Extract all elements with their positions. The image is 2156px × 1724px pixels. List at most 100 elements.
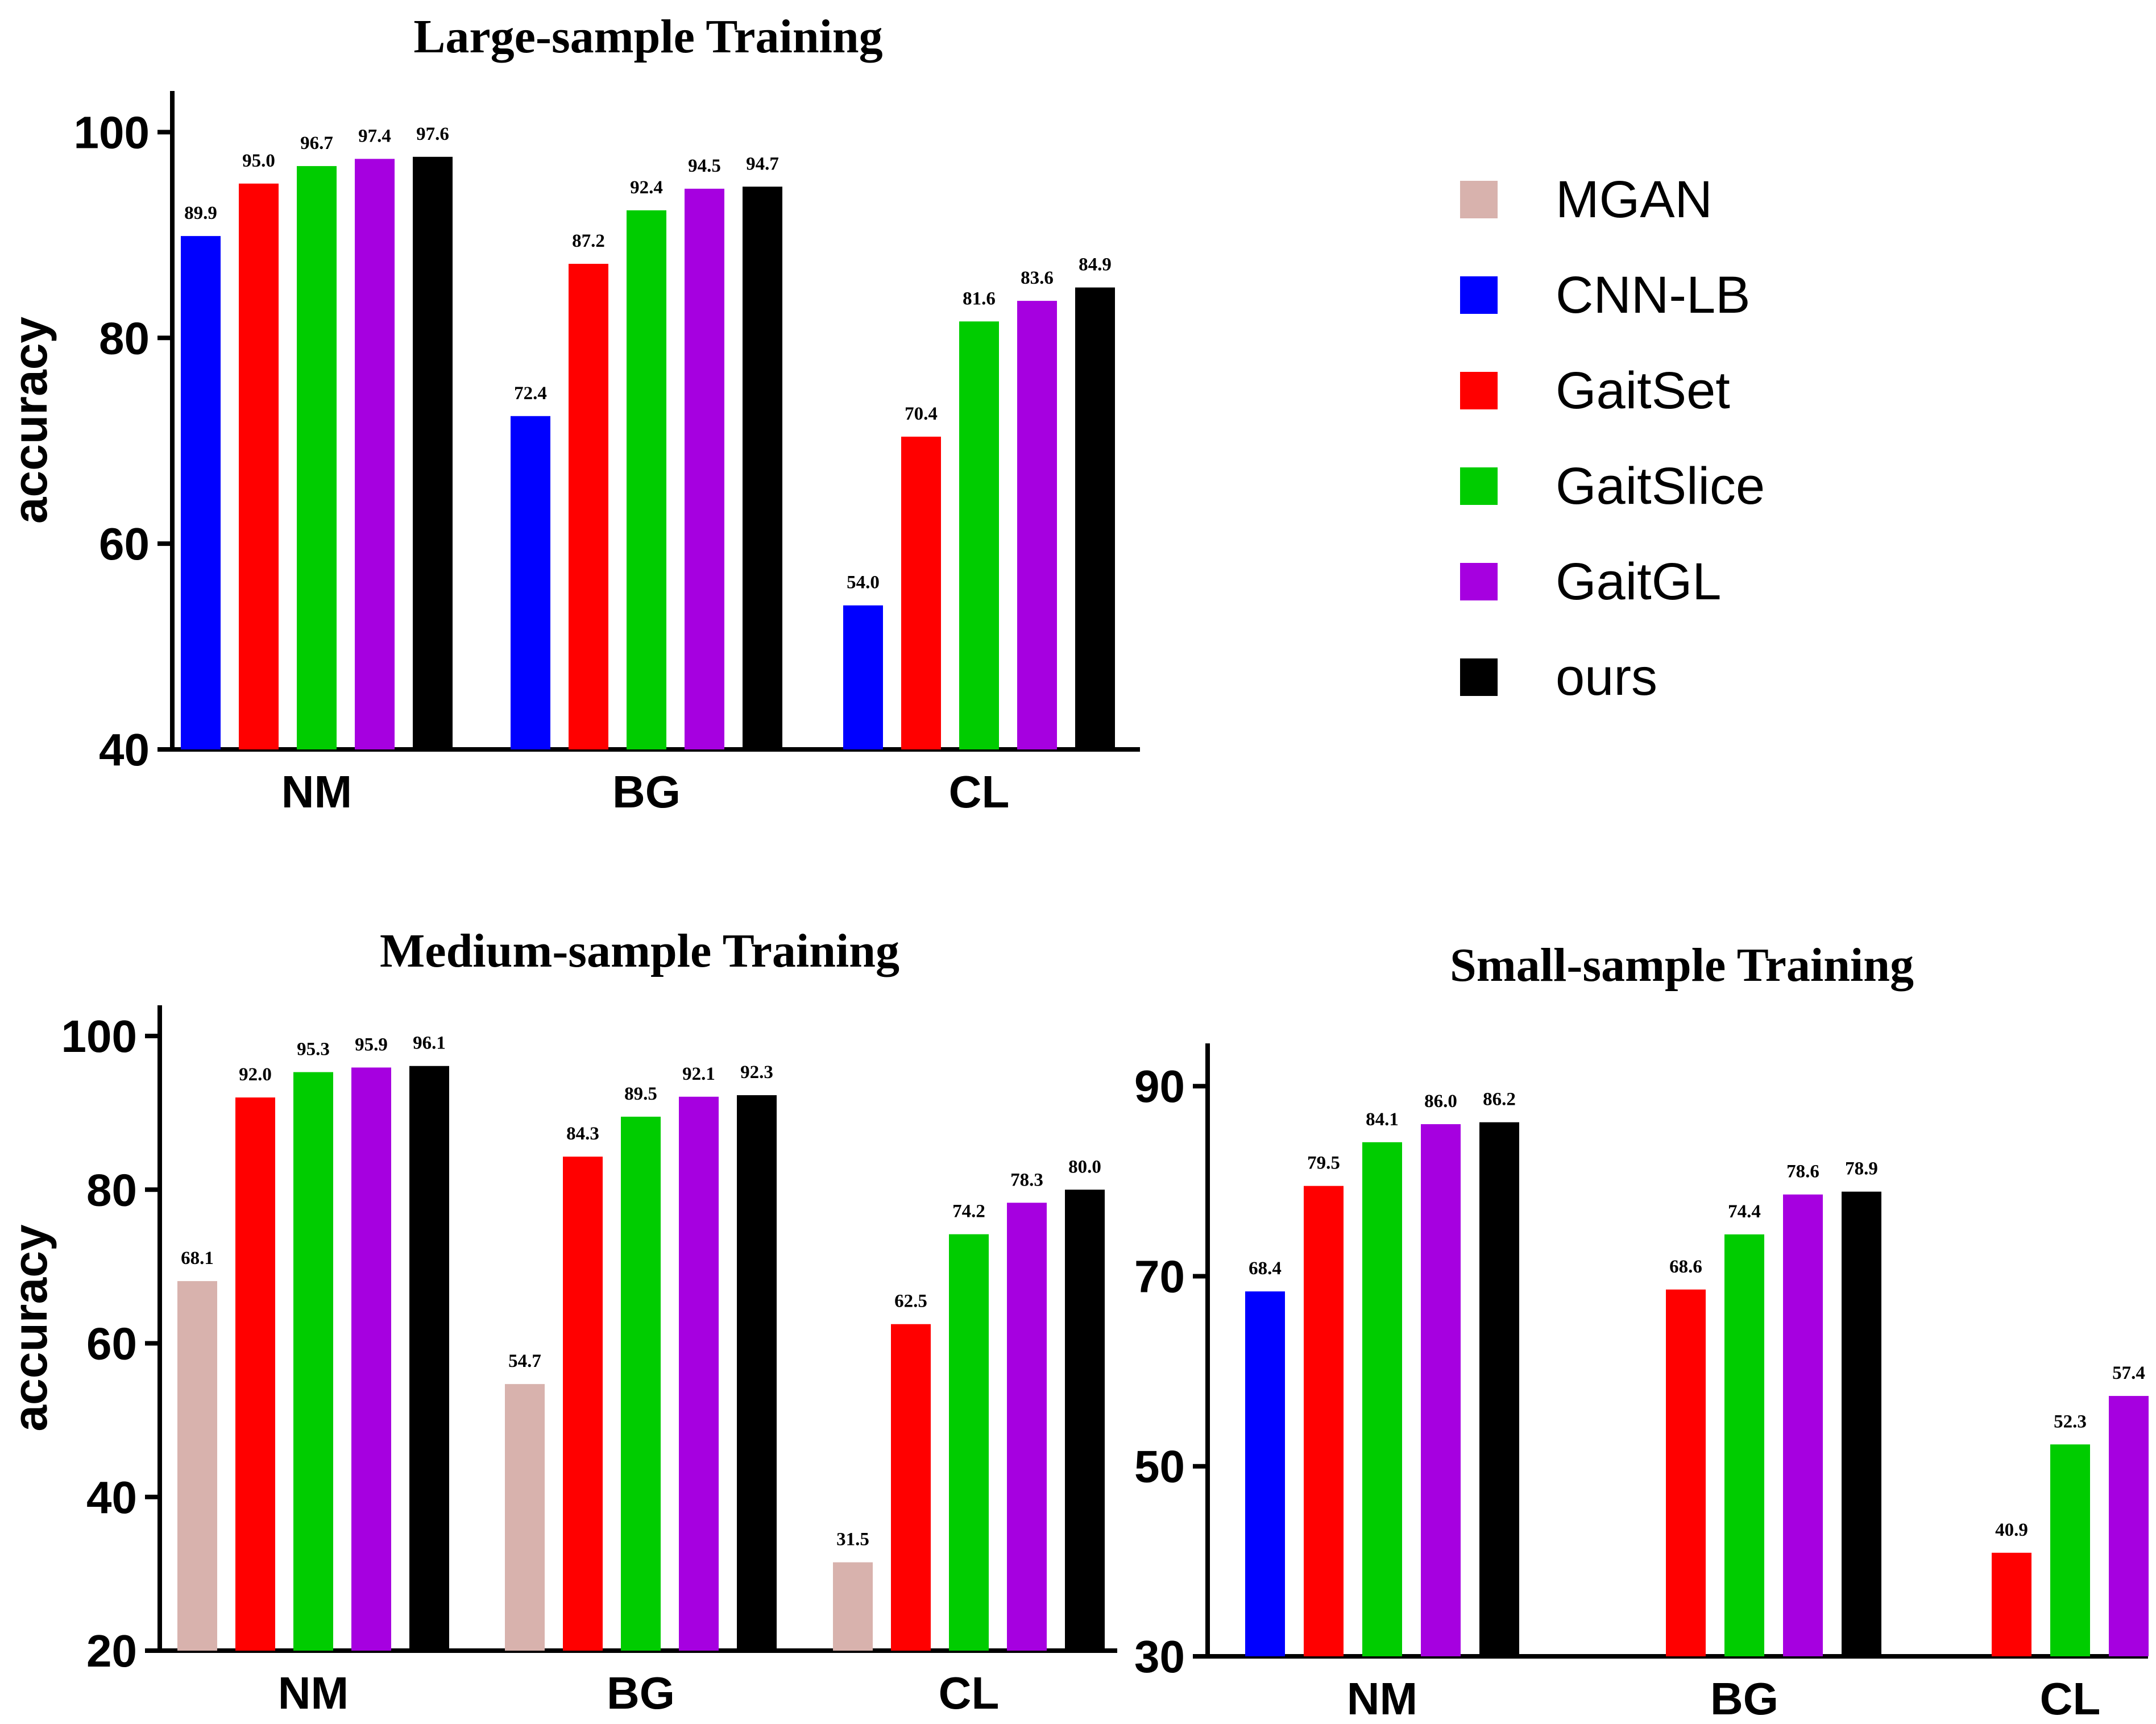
chart-small-sample: Small-sample Training 30 50 70 90 NM 68.4 79.5 8… <box>1134 939 2149 1724</box>
bar-ours-nm <box>409 1066 449 1651</box>
legend-label: CNN-LB <box>1556 266 1750 324</box>
bar-mgan-nm <box>177 1281 217 1651</box>
data-label: 68.1 <box>181 1248 214 1269</box>
category-label: BG <box>607 1668 675 1718</box>
data-label: 86.0 <box>1424 1091 1457 1112</box>
y-axis-label: accuracy <box>3 317 57 524</box>
data-label: 95.9 <box>355 1034 388 1055</box>
chart-title: Large-sample Training <box>413 10 882 63</box>
legend-label: ours <box>1556 648 1657 706</box>
bar-gaitgl-bg <box>1783 1194 1823 1656</box>
y-tick-label: 100 <box>61 1011 137 1062</box>
data-label: 72.4 <box>514 383 547 404</box>
bar-gaitset-bg <box>563 1157 603 1651</box>
bar-gaitset-cl <box>1992 1552 2031 1656</box>
data-label: 92.1 <box>682 1064 715 1084</box>
data-label: 84.9 <box>1079 255 1112 275</box>
bar-cnn-lb-bg <box>511 416 550 749</box>
data-label: 94.7 <box>746 154 779 174</box>
data-label: 78.9 <box>1845 1159 1878 1179</box>
bar-ours-bg <box>743 187 782 750</box>
category-label: BG <box>612 766 681 817</box>
bar-ours-nm <box>1479 1122 1519 1656</box>
chart-title: Medium-sample Training <box>380 925 899 977</box>
bar-gaitgl-bg <box>679 1096 719 1651</box>
data-label: 74.2 <box>952 1201 985 1222</box>
category-label: BG <box>1710 1673 1778 1724</box>
data-label: 79.5 <box>1307 1153 1340 1174</box>
data-label: 95.3 <box>297 1039 330 1060</box>
bar-gaitgl-cl <box>2109 1396 2149 1656</box>
bar-gaitset-bg <box>569 263 608 750</box>
category-label: NM <box>278 1668 349 1718</box>
legend-swatch-gaitset <box>1460 372 1498 409</box>
data-label: 84.1 <box>1366 1109 1399 1130</box>
data-label: 78.3 <box>1010 1170 1043 1190</box>
data-label: 40.9 <box>1995 1520 2028 1540</box>
bar-mgan-bg <box>505 1384 545 1651</box>
data-label: 70.4 <box>905 404 938 424</box>
legend-swatch-ours <box>1460 658 1498 696</box>
data-label: 89.5 <box>624 1084 657 1104</box>
data-label: 31.5 <box>836 1530 869 1550</box>
data-label: 92.3 <box>740 1062 773 1083</box>
bar-gaitslice-cl <box>2050 1444 2090 1656</box>
y-tick-label: 80 <box>86 1164 137 1215</box>
data-label: 80.0 <box>1068 1157 1101 1177</box>
legend-label: GaitGL <box>1556 553 1721 611</box>
data-label: 84.3 <box>566 1124 599 1144</box>
bar-gaitset-cl <box>891 1324 931 1651</box>
bar-cnn-lb-nm <box>1245 1291 1285 1656</box>
y-tick-label: 20 <box>86 1626 137 1676</box>
bar-gaitgl-nm <box>355 159 395 750</box>
data-label: 94.5 <box>688 156 721 176</box>
category-label: CL <box>939 1668 1000 1718</box>
y-tick-label: 30 <box>1134 1631 1185 1682</box>
category-label: NM <box>1347 1673 1417 1724</box>
legend: MGAN CNN-LB GaitSet GaitSlice GaitGL ours <box>1460 171 1765 706</box>
data-label: 81.6 <box>963 288 996 309</box>
y-tick-label: 50 <box>1134 1441 1185 1492</box>
data-label: 92.0 <box>239 1064 272 1085</box>
bar-gaitgl-cl <box>1007 1203 1047 1651</box>
y-tick-label: 90 <box>1134 1061 1185 1112</box>
bar-ours-bg <box>1842 1191 1881 1656</box>
bar-gaitgl-nm <box>351 1067 391 1651</box>
data-label: 54.0 <box>847 573 880 593</box>
legend-label: GaitSlice <box>1556 457 1765 515</box>
data-label: 52.3 <box>2054 1411 2087 1432</box>
legend-swatch-mgan <box>1460 181 1498 218</box>
bar-gaitgl-bg <box>685 188 724 749</box>
data-label: 54.7 <box>508 1351 541 1371</box>
chart-medium-sample: Medium-sample Training 20 40 60 80 100 accurac… <box>3 925 1117 1718</box>
y-tick-label: 100 <box>74 107 150 158</box>
data-label: 95.0 <box>242 151 275 171</box>
data-label: 68.4 <box>1249 1258 1282 1279</box>
y-axis-label: accuracy <box>3 1224 57 1432</box>
data-label: 68.6 <box>1669 1257 1702 1277</box>
bar-ours-cl <box>1075 287 1115 749</box>
bar-gaitset-nm <box>1304 1186 1344 1656</box>
bar-gaitgl-nm <box>1421 1124 1461 1656</box>
bar-gaitslice-bg <box>627 210 666 749</box>
bar-mgan-cl <box>833 1562 873 1651</box>
bar-gaitslice-cl <box>959 321 999 749</box>
bar-gaitslice-cl <box>949 1234 989 1651</box>
data-label: 97.6 <box>416 124 449 144</box>
bar-gaitset-cl <box>901 436 941 749</box>
bar-gaitset-nm <box>235 1097 275 1651</box>
data-label: 62.5 <box>894 1291 927 1312</box>
data-label: 86.2 <box>1483 1089 1516 1110</box>
y-tick-label: 60 <box>86 1319 137 1369</box>
bar-gaitslice-bg <box>1724 1234 1764 1656</box>
category-label: CL <box>949 766 1010 817</box>
bar-ours-nm <box>413 156 453 749</box>
data-label: 97.4 <box>358 126 391 146</box>
legend-swatch-gaitslice <box>1460 467 1498 505</box>
bar-cnn-lb-nm <box>181 236 221 749</box>
legend-swatch-cnn-lb <box>1460 276 1498 314</box>
data-label: 74.4 <box>1728 1201 1761 1222</box>
data-label: 92.4 <box>630 177 663 198</box>
chart-title: Small-sample Training <box>1450 939 1914 992</box>
